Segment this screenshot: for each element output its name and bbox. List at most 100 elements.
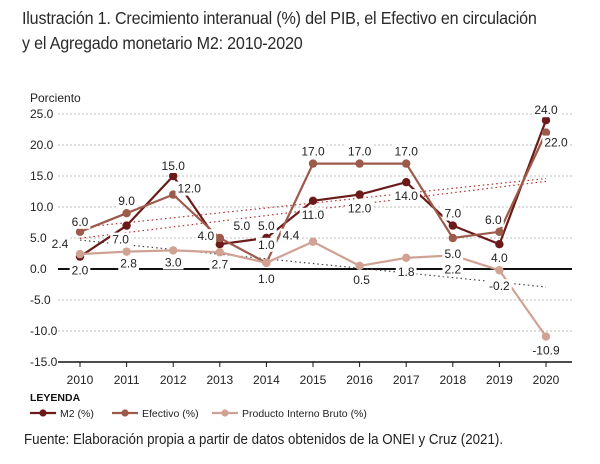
data-point (308, 237, 318, 246)
data-label-bg (299, 144, 327, 159)
data-point (122, 247, 131, 256)
data-label: 17.0 (301, 145, 325, 159)
data-point (169, 190, 178, 199)
data-label-bg (69, 263, 91, 278)
y-tick-label: 25.0 (30, 107, 54, 121)
data-label-bg (345, 201, 374, 216)
legend-marker (221, 409, 229, 417)
data-point (169, 246, 178, 255)
data-label: 2.8 (120, 257, 137, 271)
data-label-bg (159, 159, 187, 173)
data-label-bg (175, 181, 203, 196)
x-tick-label: 2015 (300, 373, 327, 387)
data-label-bg (351, 272, 372, 287)
y-tick-label: 15.0 (30, 169, 54, 183)
data-point (215, 240, 224, 249)
source-note: Fuente: Elaboración propia a partir de d… (24, 432, 504, 448)
series-line (79, 240, 547, 338)
data-point (402, 159, 411, 168)
data-label-bg (442, 247, 464, 261)
data-label: 17.0 (348, 145, 372, 159)
legend-marker (39, 409, 47, 417)
data-label-bg (487, 279, 512, 294)
y-tick-label: -15.0 (30, 355, 58, 369)
x-tick-label: 2013 (206, 373, 233, 387)
data-label-bg (118, 256, 139, 271)
x-tick-label: 2016 (346, 373, 373, 387)
data-point (355, 190, 364, 199)
data-label: 2.0 (72, 264, 89, 278)
data-point (262, 258, 271, 267)
data-point (495, 240, 504, 249)
data-label: 2.2 (444, 262, 461, 276)
data-label-bg (392, 189, 420, 204)
data-label-bg (483, 212, 504, 227)
data-label-bg (395, 264, 417, 279)
x-tick-label: 2014 (253, 373, 280, 387)
data-point (495, 227, 504, 236)
legend-label: Efectivo (%) (142, 408, 199, 420)
data-label: 5.0 (258, 219, 275, 233)
series-line (79, 119, 548, 258)
data-point (355, 261, 364, 271)
y-tick-label: -10.0 (30, 324, 58, 338)
data-label-bg (392, 144, 420, 159)
data-point (75, 227, 85, 236)
data-point (402, 178, 411, 187)
data-point (541, 128, 551, 137)
data-label-bg (256, 219, 277, 233)
data-label: 1.8 (398, 265, 415, 279)
data-label-bg (256, 271, 277, 286)
data-label: 3.0 (165, 255, 182, 269)
data-label: 4.4 (283, 229, 300, 243)
data-point (402, 253, 411, 263)
data-point (541, 332, 551, 341)
data-label: 11.0 (302, 208, 325, 222)
data-point (215, 248, 224, 257)
data-point (75, 249, 85, 259)
data-label-bg (110, 232, 131, 247)
data-label-bg (195, 229, 217, 244)
data-point (495, 266, 504, 275)
y-tick-label: -5.0 (30, 293, 51, 307)
data-label: -0.2 (489, 279, 510, 293)
data-label: 2.7 (211, 257, 228, 271)
data-label: 5.0 (444, 247, 461, 261)
data-label: 14.0 (395, 189, 419, 203)
data-label-bg (442, 262, 464, 277)
data-label-bg (209, 257, 231, 272)
data-label: 1.0 (258, 272, 275, 286)
data-label: 4.0 (491, 251, 508, 265)
x-tick-label: 2020 (533, 373, 560, 387)
trend-line (79, 239, 547, 288)
data-point (355, 159, 364, 168)
data-label-bg (530, 343, 562, 358)
y-tick-label: 20.0 (30, 138, 54, 152)
data-label: -10.9 (532, 344, 560, 358)
data-label-bg (442, 206, 464, 221)
x-tick-label: 2012 (160, 373, 187, 387)
data-label: 12.0 (178, 182, 202, 196)
legend-label: M2 (%) (60, 408, 94, 420)
x-tick-label: 2018 (439, 373, 466, 387)
data-point (122, 221, 131, 230)
y-tick-label: 10.0 (30, 200, 54, 214)
y-axis-label: Porciento (30, 91, 81, 105)
data-label-bg (345, 144, 374, 159)
data-label: 4.0 (197, 229, 214, 243)
data-label-bg (489, 251, 510, 266)
x-tick-label: 2017 (393, 373, 420, 387)
y-tick-label: 5.0 (30, 231, 47, 245)
data-point (169, 171, 178, 181)
data-label: 0.5 (353, 273, 370, 287)
data-label: 6.0 (72, 215, 89, 229)
data-label: 24.0 (534, 103, 558, 117)
data-label-bg (116, 194, 137, 209)
data-label: 6.0 (485, 213, 502, 227)
data-label: 15.0 (162, 159, 186, 173)
data-label: 12.0 (348, 202, 372, 216)
x-tick-label: 2010 (67, 373, 94, 387)
data-point (448, 233, 457, 243)
y-tick-label: 0.0 (30, 262, 47, 276)
